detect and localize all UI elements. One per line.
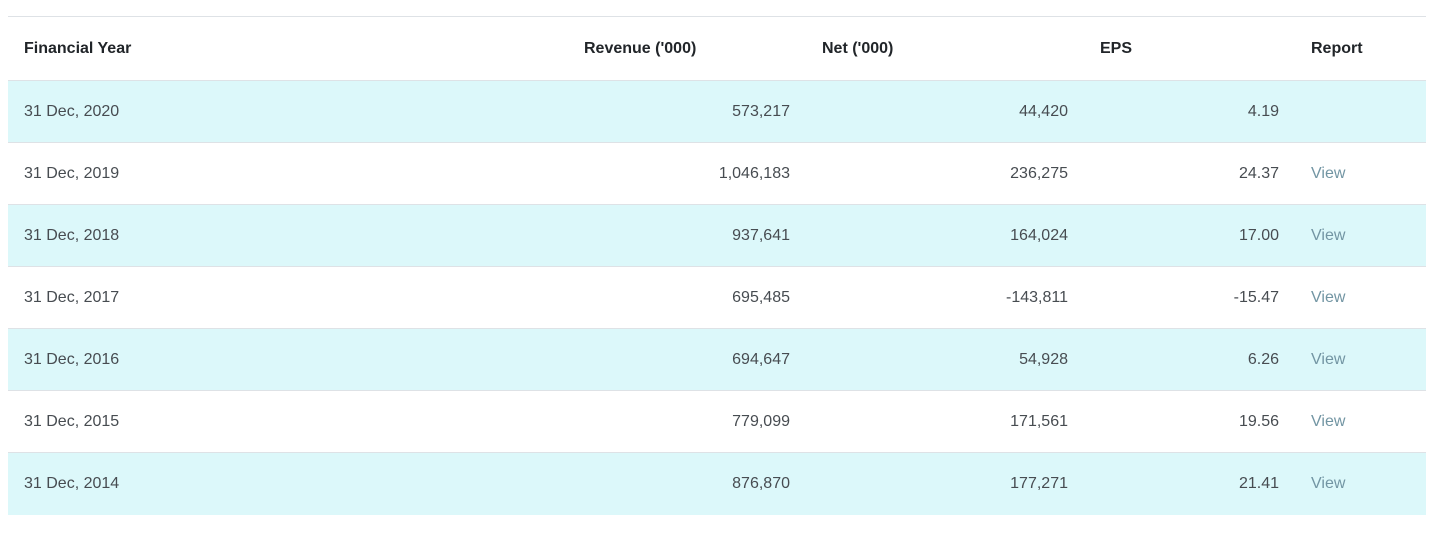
cell-report: View (1295, 390, 1426, 453)
cell-eps: 17.00 (1084, 204, 1295, 267)
cell-revenue: 694,647 (568, 328, 806, 391)
table-header: Financial Year Revenue ('000) Net ('000)… (8, 16, 1426, 81)
table-row: 31 Dec, 2014 876,870 177,271 21.41 View (8, 452, 1426, 515)
cell-net: 44,420 (806, 80, 1084, 143)
cell-financial-year: 31 Dec, 2016 (8, 328, 568, 391)
cell-financial-year: 31 Dec, 2015 (8, 390, 568, 453)
table-row: 31 Dec, 2019 1,046,183 236,275 24.37 Vie… (8, 142, 1426, 205)
cell-net: 54,928 (806, 328, 1084, 391)
cell-revenue: 937,641 (568, 204, 806, 267)
cell-net: -143,811 (806, 266, 1084, 329)
table-body: 31 Dec, 2020 573,217 44,420 4.19 31 Dec,… (8, 80, 1426, 515)
cell-eps: 6.26 (1084, 328, 1295, 391)
cell-revenue: 695,485 (568, 266, 806, 329)
table-row: 31 Dec, 2017 695,485 -143,811 -15.47 Vie… (8, 266, 1426, 329)
financials-table: Financial Year Revenue ('000) Net ('000)… (8, 16, 1426, 515)
view-report-link[interactable]: View (1311, 164, 1346, 182)
view-report-link[interactable]: View (1311, 288, 1346, 306)
cell-report: View (1295, 452, 1426, 515)
cell-report: View (1295, 266, 1426, 329)
cell-report (1295, 80, 1426, 143)
column-header-eps: EPS (1084, 16, 1295, 81)
view-report-link[interactable]: View (1311, 412, 1346, 430)
cell-financial-year: 31 Dec, 2018 (8, 204, 568, 267)
cell-report: View (1295, 142, 1426, 205)
header-row: Financial Year Revenue ('000) Net ('000)… (8, 16, 1426, 81)
column-header-report: Report (1295, 16, 1426, 81)
cell-eps: 24.37 (1084, 142, 1295, 205)
view-report-link[interactable]: View (1311, 226, 1346, 244)
cell-net: 236,275 (806, 142, 1084, 205)
cell-revenue: 779,099 (568, 390, 806, 453)
table-row: 31 Dec, 2020 573,217 44,420 4.19 (8, 80, 1426, 143)
cell-report: View (1295, 328, 1426, 391)
column-header-net: Net ('000) (806, 16, 1084, 81)
cell-eps: -15.47 (1084, 266, 1295, 329)
view-report-link[interactable]: View (1311, 350, 1346, 368)
view-report-link[interactable]: View (1311, 474, 1346, 492)
table-row: 31 Dec, 2015 779,099 171,561 19.56 View (8, 390, 1426, 453)
cell-eps: 21.41 (1084, 452, 1295, 515)
cell-net: 171,561 (806, 390, 1084, 453)
cell-net: 164,024 (806, 204, 1084, 267)
cell-report: View (1295, 204, 1426, 267)
cell-eps: 19.56 (1084, 390, 1295, 453)
cell-net: 177,271 (806, 452, 1084, 515)
cell-revenue: 573,217 (568, 80, 806, 143)
table-row: 31 Dec, 2018 937,641 164,024 17.00 View (8, 204, 1426, 267)
cell-financial-year: 31 Dec, 2014 (8, 452, 568, 515)
column-header-financial-year: Financial Year (8, 16, 568, 81)
cell-revenue: 1,046,183 (568, 142, 806, 205)
column-header-revenue: Revenue ('000) (568, 16, 806, 81)
table-row: 31 Dec, 2016 694,647 54,928 6.26 View (8, 328, 1426, 391)
cell-financial-year: 31 Dec, 2019 (8, 142, 568, 205)
cell-eps: 4.19 (1084, 80, 1295, 143)
cell-financial-year: 31 Dec, 2020 (8, 80, 568, 143)
cell-revenue: 876,870 (568, 452, 806, 515)
cell-financial-year: 31 Dec, 2017 (8, 266, 568, 329)
